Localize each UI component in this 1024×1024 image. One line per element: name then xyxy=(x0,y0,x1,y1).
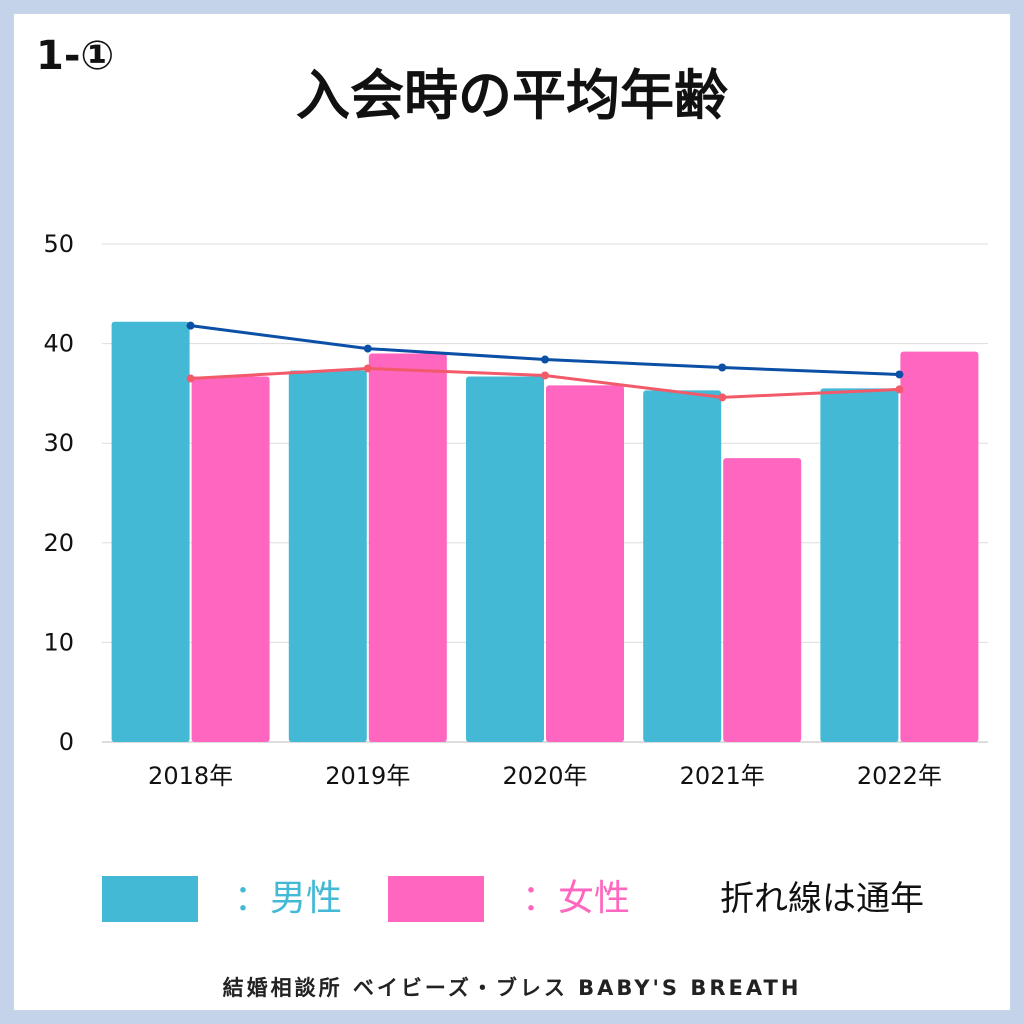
x-tick-label: 2020年 xyxy=(502,762,587,790)
line-female-point xyxy=(363,364,372,373)
bar-male xyxy=(466,376,544,742)
x-tick-label: 2019年 xyxy=(325,762,410,790)
bar-female xyxy=(191,376,270,742)
footer-brand: 結婚相談所 ベイビーズ・ブレス BABY'S BREATH xyxy=(222,976,802,1000)
y-tick-label: 50 xyxy=(43,230,74,258)
legend-female-label: ：女性 xyxy=(522,878,631,919)
bar-male xyxy=(643,390,722,742)
legend-line-note: 折れ線は通年 xyxy=(720,879,924,919)
line-overall-point xyxy=(363,344,372,353)
line-female-point xyxy=(186,374,195,383)
bar-male xyxy=(111,321,190,742)
line-overall xyxy=(190,324,900,376)
bar-female xyxy=(546,385,624,742)
line-overall-point xyxy=(895,370,904,379)
line-layer xyxy=(186,321,904,402)
legend-male-label: ：男性 xyxy=(234,878,343,919)
legend-male-swatch xyxy=(102,876,198,922)
x-tick-label: 2021年 xyxy=(680,762,765,790)
y-tick-label: 20 xyxy=(43,529,74,557)
bar-female xyxy=(900,351,979,742)
bar-female xyxy=(368,353,447,742)
bar-layer xyxy=(111,321,979,742)
x-tick-label: 2022年 xyxy=(857,762,942,790)
chart-title: 入会時の平均年齢 xyxy=(296,64,728,127)
line-female-point xyxy=(541,371,549,380)
bar-chart: 0 10 20 30 40 50 2018年 2019年 2020年 2021年 2022年 xyxy=(43,230,988,790)
axis-layer: 0 10 20 30 40 50 2018年 2019年 2020年 2021年 2022年 xyxy=(43,230,941,790)
section-label: 1-① xyxy=(36,33,115,79)
line-overall-point xyxy=(718,363,727,372)
y-tick-label: 30 xyxy=(43,429,74,457)
bar-male xyxy=(288,370,367,742)
y-tick-label: 10 xyxy=(43,628,74,656)
legend-female-swatch xyxy=(388,876,484,922)
line-overall-point xyxy=(541,355,549,364)
line-female-point xyxy=(895,385,904,394)
bar-female xyxy=(723,458,802,742)
bar-male xyxy=(820,388,899,742)
y-tick-label: 40 xyxy=(43,330,74,358)
x-tick-label: 2018年 xyxy=(148,762,233,790)
chart-card: 1-① 入会時の平均年齢 0 10 20 30 40 50 2018年 2019年 2020年 2… xyxy=(14,14,1010,1010)
y-tick-label: 0 xyxy=(59,728,74,756)
line-overall-point xyxy=(186,321,195,330)
line-female-point xyxy=(718,393,727,402)
